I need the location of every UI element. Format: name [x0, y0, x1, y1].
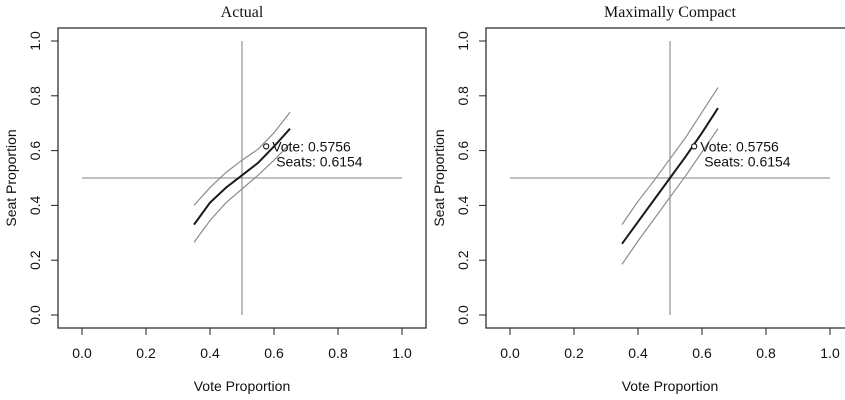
panel-actual: Actual Vote Proportion Seat Proportion 0…	[3, 4, 427, 394]
confidence-band-lower	[621, 128, 719, 265]
x-tick-label: 0.0	[500, 345, 520, 361]
y-tick-label: 0.6	[27, 141, 43, 161]
confidence-band-upper	[621, 87, 719, 225]
x-axis-label: Vote Proportion	[194, 378, 291, 394]
vote-annotation: Vote: 0.5756	[272, 138, 351, 154]
x-axis-label: Vote Proportion	[622, 378, 719, 394]
y-tick-label: 0.8	[27, 86, 43, 106]
chart-title: Actual	[221, 4, 264, 21]
confidence-band-lower	[193, 143, 291, 243]
seats-annotation: Seats: 0.6154	[704, 153, 791, 169]
plot-frame	[57, 27, 427, 329]
x-tick-label: 0.0	[72, 345, 92, 361]
y-tick-labels: 0.0 0.2 0.4 0.6 0.8 1.0	[27, 31, 43, 325]
seats-votes-curve	[193, 128, 291, 226]
observed-point-marker	[263, 143, 270, 150]
vote-annotation: Vote: 0.5756	[700, 138, 779, 154]
y-tick-label: 1.0	[27, 31, 43, 51]
y-tick-label: 1.0	[455, 31, 471, 51]
y-tick-label: 0.2	[27, 250, 43, 270]
x-tick-label: 0.6	[264, 345, 284, 361]
seats-annotation: Seats: 0.6154	[276, 153, 363, 169]
x-tick-labels: 0.0 0.2 0.4 0.6 0.8 1.0	[500, 345, 840, 361]
x-tick-labels: 0.0 0.2 0.4 0.6 0.8 1.0	[72, 345, 412, 361]
y-axis-label: Seat Proportion	[431, 129, 447, 226]
observed-point-marker	[691, 143, 698, 150]
y-tick-label: 0.8	[455, 86, 471, 106]
x-tick-label: 1.0	[392, 345, 412, 361]
x-tick-label: 0.2	[136, 345, 156, 361]
x-tick-label: 1.0	[820, 345, 840, 361]
y-tick-label: 0.0	[455, 305, 471, 325]
y-axis-label: Seat Proportion	[3, 129, 19, 226]
confidence-band-upper	[193, 111, 291, 206]
panel-maximally-compact: Maximally Compact Vote Proportion Seat P…	[431, 4, 845, 394]
x-tick-label: 0.4	[628, 345, 648, 361]
y-tick-label: 0.4	[27, 195, 43, 215]
y-tick-label: 0.4	[455, 195, 471, 215]
x-tick-label: 0.8	[756, 345, 776, 361]
x-tick-label: 0.4	[200, 345, 220, 361]
y-tick-labels: 0.0 0.2 0.4 0.6 0.8 1.0	[455, 31, 471, 325]
y-tick-label: 0.0	[27, 305, 43, 325]
x-tick-label: 0.2	[564, 345, 584, 361]
x-tick-label: 0.8	[328, 345, 348, 361]
x-tick-label: 0.6	[692, 345, 712, 361]
seats-votes-curve	[621, 107, 719, 245]
y-tick-label: 0.6	[455, 141, 471, 161]
plot-marks	[479, 40, 831, 335]
plot-frame	[485, 27, 845, 329]
plot-marks	[51, 40, 403, 335]
y-tick-label: 0.2	[455, 250, 471, 270]
chart-title: Maximally Compact	[604, 4, 737, 21]
